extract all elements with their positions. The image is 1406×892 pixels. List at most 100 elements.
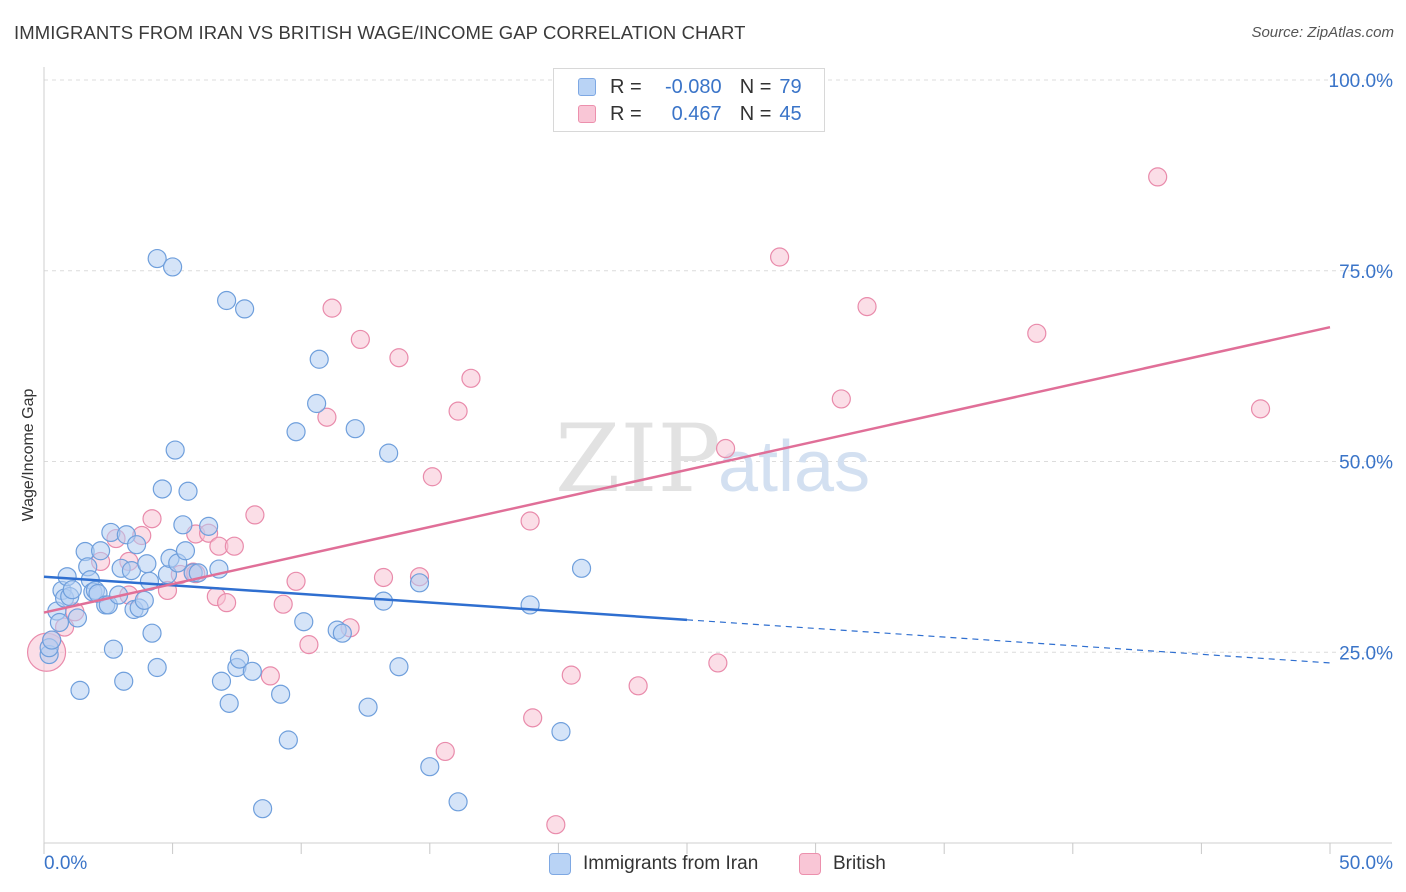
stats-legend: R = -0.080 N = 79 R = 0.467 N = 45 xyxy=(553,68,825,132)
british-point xyxy=(389,348,409,368)
iran-point xyxy=(420,757,440,777)
iran-point xyxy=(448,792,468,812)
legend-n-value: 45 xyxy=(779,102,802,125)
iran-point xyxy=(114,671,134,691)
iran-point xyxy=(126,535,147,555)
british-point xyxy=(561,665,581,685)
legend-row-iran: R = -0.080 N = 79 xyxy=(578,74,802,100)
iran-point xyxy=(217,290,237,311)
iran-point xyxy=(175,541,196,561)
iran-point xyxy=(62,580,82,600)
legend-r-label: R = xyxy=(610,75,642,98)
bottom-legend-swatch-iran xyxy=(549,853,571,875)
iran-point xyxy=(134,590,154,610)
british-point xyxy=(245,505,265,525)
iran-point xyxy=(165,440,185,460)
iran-point xyxy=(70,680,90,701)
iran-point xyxy=(147,657,167,678)
iran-point xyxy=(551,722,571,742)
bottom-legend-iran[interactable]: Immigrants from Iran xyxy=(549,851,758,877)
bottom-legend-label-british: British xyxy=(833,853,886,874)
iran-point xyxy=(242,661,262,681)
iran-point xyxy=(235,299,255,319)
british-point xyxy=(1250,399,1271,419)
iran-point xyxy=(389,657,409,677)
y-tick-label: 25.0% xyxy=(1339,643,1393,664)
tick-labels: 100.0% 75.0% 50.0% 25.0% 0.0% 50.0% xyxy=(44,71,1393,874)
chart-title: IMMIGRANTS FROM IRAN VS BRITISH WAGE/INC… xyxy=(14,22,746,43)
y-tick-label: 100.0% xyxy=(1329,71,1394,92)
british-point xyxy=(523,708,543,728)
british-point xyxy=(1027,323,1047,343)
iran-point xyxy=(137,554,157,574)
grid-layer xyxy=(44,79,1392,653)
british-point xyxy=(857,297,877,317)
british-point xyxy=(715,438,736,459)
british-point xyxy=(448,401,468,421)
british-point xyxy=(435,741,455,762)
y-tick-label: 75.0% xyxy=(1339,262,1393,283)
iran-point xyxy=(211,671,232,691)
watermark: ZIP atlas xyxy=(555,405,870,514)
bottom-legend-british[interactable]: British xyxy=(799,851,886,877)
watermark-zip: ZIP xyxy=(555,405,721,514)
axis-layer xyxy=(43,67,1392,854)
iran-trend-extension xyxy=(686,619,1331,664)
iran-point xyxy=(571,558,592,578)
iran-point xyxy=(520,595,540,615)
bottom-legend-swatch-british xyxy=(799,853,821,875)
british-point xyxy=(350,329,370,350)
iran-point xyxy=(253,799,273,819)
british-point xyxy=(373,567,394,588)
iran-point xyxy=(286,422,306,442)
iran-point xyxy=(42,630,62,650)
iran-point xyxy=(409,573,430,593)
iran-point xyxy=(307,393,327,414)
legend-n-label: N = xyxy=(739,102,772,125)
british-point xyxy=(831,389,851,409)
british-point xyxy=(769,247,790,267)
iran-point xyxy=(294,612,314,632)
legend-n-value: 79 xyxy=(779,75,802,98)
legend-swatch-british xyxy=(578,105,596,123)
british-point xyxy=(217,593,237,613)
legend-r-value: 0.467 xyxy=(671,102,722,125)
iran-point xyxy=(332,623,352,643)
british-point xyxy=(273,594,293,614)
trend-lines xyxy=(43,325,1331,664)
iran-point xyxy=(271,684,291,704)
british-point xyxy=(1148,167,1168,187)
watermark-atlas: atlas xyxy=(718,427,870,507)
british-point xyxy=(317,407,337,427)
british-point xyxy=(224,536,244,556)
british-point xyxy=(461,368,481,388)
source-credit: Source: ZipAtlas.com xyxy=(1251,24,1394,41)
british-point xyxy=(708,653,728,673)
iran-points xyxy=(39,248,592,819)
bottom-legend-label-iran: Immigrants from Iran xyxy=(583,853,759,874)
iran-point xyxy=(103,639,124,659)
x-tick-label: 0.0% xyxy=(44,853,87,874)
legend-swatch-iran xyxy=(578,78,596,96)
iran-point xyxy=(152,479,172,499)
iran-point xyxy=(147,248,167,269)
iran-point xyxy=(163,257,183,277)
iran-point xyxy=(219,693,239,713)
british-point xyxy=(260,666,280,686)
legend-r-label: R = xyxy=(610,102,642,125)
iran-trend-line xyxy=(43,575,688,622)
british-point xyxy=(628,676,648,696)
iran-point xyxy=(199,516,219,536)
legend-row-british: R = 0.467 N = 45 xyxy=(578,101,802,127)
iran-point xyxy=(229,649,250,669)
iran-point xyxy=(358,697,378,717)
iran-point xyxy=(142,623,162,643)
iran-point xyxy=(49,612,70,633)
iran-point xyxy=(345,419,365,439)
british-trend-line xyxy=(43,325,1331,614)
iran-point xyxy=(379,443,399,463)
british-point xyxy=(422,467,442,487)
british-point xyxy=(322,298,342,318)
legend-n-label: N = xyxy=(739,75,772,98)
